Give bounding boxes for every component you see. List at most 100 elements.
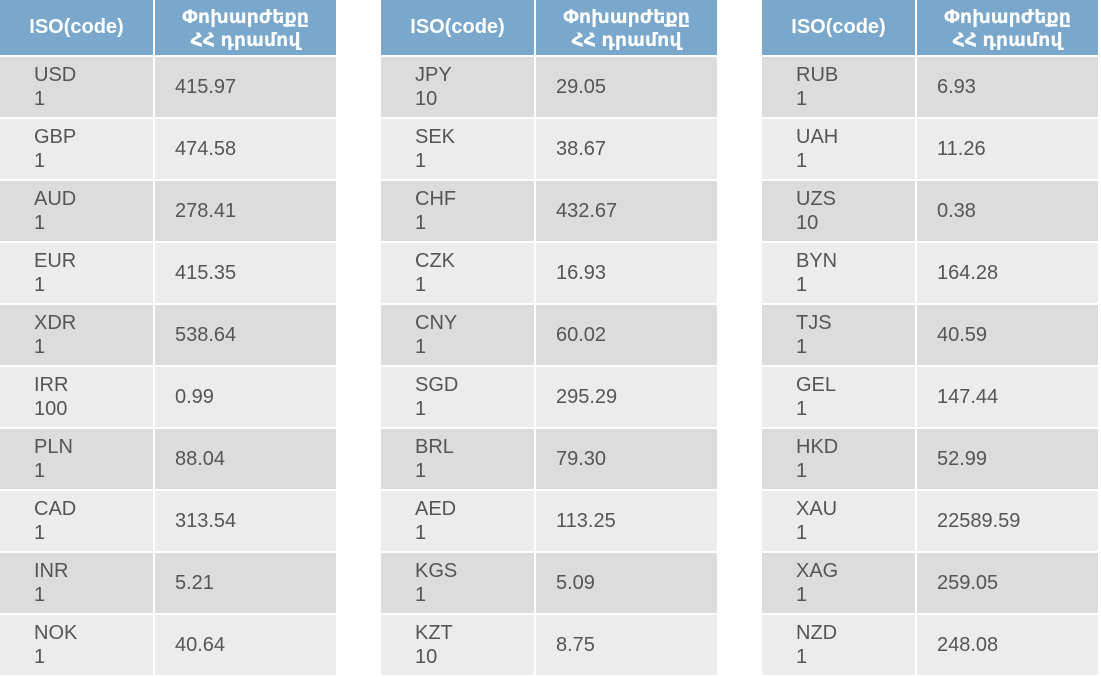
exchange-rate-cell: 113.25 [535, 490, 719, 553]
exchange-rate-cell: 8.75 [535, 614, 719, 677]
currency-code-cell: SEK 1 [381, 118, 536, 181]
currency-code: GEL [796, 374, 837, 396]
exchange-rate-cell: 538.64 [154, 304, 338, 367]
table-row: NZD 1 248.08 [762, 614, 1100, 677]
iso-code-header: ISO(code) [381, 0, 536, 57]
currency-code: SGD [415, 374, 459, 396]
currency-code-cell: AED 1 [381, 490, 536, 553]
exchange-rate-cell: 22589.59 [916, 490, 1100, 553]
currency-code: BYN [796, 250, 838, 272]
table-header-row: ISO(code) Փոխարժեքը ՀՀ դրամով [0, 0, 338, 57]
table-row: KGS 1 5.09 [381, 552, 719, 615]
currency-code-cell: INR 1 [0, 552, 155, 615]
currency-code: IRR [34, 374, 69, 396]
currency-unit: 10 [415, 88, 438, 110]
table-row: IRR 100 0.99 [0, 366, 338, 429]
currency-code-cell: AUD 1 [0, 180, 155, 243]
exchange-rate-cell: 295.29 [535, 366, 719, 429]
currency-code-cell: CZK 1 [381, 242, 536, 305]
currency-code-cell: UZS 10 [762, 180, 917, 243]
currency-code: EUR [34, 250, 77, 272]
currency-code: RUB [796, 64, 839, 86]
rate-header: Փոխարժեքը ՀՀ դրամով [916, 0, 1100, 57]
currency-unit: 1 [796, 274, 808, 296]
rate-header-line2: ՀՀ դրամով [952, 29, 1063, 51]
table-header-row: ISO(code) Փոխարժեքը ՀՀ դրամով [381, 0, 719, 57]
currency-unit: 1 [415, 584, 427, 606]
exchange-rate-cell: 40.64 [154, 614, 338, 677]
table-row: UZS 10 0.38 [762, 180, 1100, 243]
exchange-rate-cell: 164.28 [916, 242, 1100, 305]
exchange-rate-cell: 474.58 [154, 118, 338, 181]
table-row: KZT 10 8.75 [381, 614, 719, 677]
table-row: GEL 1 147.44 [762, 366, 1100, 429]
currency-code: CHF [415, 188, 457, 210]
table-row: AUD 1 278.41 [0, 180, 338, 243]
currency-code: NOK [34, 622, 78, 644]
currency-code: TJS [796, 312, 832, 334]
currency-code: XDR [34, 312, 77, 334]
currency-code-cell: CAD 1 [0, 490, 155, 553]
exchange-rate-cell: 259.05 [916, 552, 1100, 615]
exchange-rate-cell: 432.67 [535, 180, 719, 243]
exchange-rate-cell: 11.26 [916, 118, 1100, 181]
rate-header-line2: ՀՀ դրամով [571, 29, 682, 51]
currency-code-cell: BRL 1 [381, 428, 536, 491]
currency-table-2: ISO(code) Փոխարժեքը ՀՀ դրամով JPY 10 29.05… [381, 0, 719, 677]
currency-unit: 1 [415, 212, 427, 234]
currency-unit: 1 [34, 212, 46, 234]
currency-code: SEK [415, 126, 456, 148]
currency-code: HKD [796, 436, 839, 458]
currency-table-3: ISO(code) Փոխարժեքը ՀՀ դրամով RUB 1 6.93 UA… [762, 0, 1100, 677]
currency-code-cell: GEL 1 [762, 366, 917, 429]
exchange-rate-cell: 29.05 [535, 56, 719, 119]
currency-unit: 1 [796, 460, 808, 482]
table-row: BYN 1 164.28 [762, 242, 1100, 305]
iso-code-header: ISO(code) [762, 0, 917, 57]
rate-header-line2: ՀՀ դրամով [190, 29, 301, 51]
table-row: INR 1 5.21 [0, 552, 338, 615]
currency-unit: 1 [415, 274, 427, 296]
currency-code: INR [34, 560, 69, 582]
currency-code: PLN [34, 436, 73, 458]
currency-code: XAU [796, 498, 838, 520]
table-row: EUR 1 415.35 [0, 242, 338, 305]
currency-unit: 1 [415, 336, 427, 358]
exchange-rate-cell: 16.93 [535, 242, 719, 305]
currency-unit: 1 [34, 646, 46, 668]
rate-header: Փոխարժեքը ՀՀ դրամով [535, 0, 719, 57]
rate-header-line1: Փոխարժեքը [563, 6, 690, 28]
currency-unit: 1 [415, 150, 427, 172]
currency-unit: 1 [796, 584, 808, 606]
currency-code: KGS [415, 560, 458, 582]
table-row: CZK 1 16.93 [381, 242, 719, 305]
rate-header-line1: Փոխարժեքը [944, 6, 1071, 28]
currency-code-cell: GBP 1 [0, 118, 155, 181]
currency-code: JPY [415, 64, 452, 86]
exchange-rate-cell: 5.09 [535, 552, 719, 615]
currency-unit: 1 [796, 150, 808, 172]
currency-table-1: ISO(code) Փոխարժեքը ՀՀ դրամով USD 1 415.97… [0, 0, 338, 677]
exchange-rate-cell: 88.04 [154, 428, 338, 491]
currency-unit: 1 [415, 522, 427, 544]
exchange-rate-cell: 40.59 [916, 304, 1100, 367]
table-row: SGD 1 295.29 [381, 366, 719, 429]
currency-code: NZD [796, 622, 838, 644]
exchange-rate-cell: 415.35 [154, 242, 338, 305]
exchange-rate-cell: 60.02 [535, 304, 719, 367]
currency-code-cell: NOK 1 [0, 614, 155, 677]
currency-code-cell: UAH 1 [762, 118, 917, 181]
currency-unit: 1 [415, 460, 427, 482]
currency-unit: 1 [415, 398, 427, 420]
currency-code-cell: XAU 1 [762, 490, 917, 553]
table-row: XAG 1 259.05 [762, 552, 1100, 615]
currency-code-cell: JPY 10 [381, 56, 536, 119]
currency-unit: 1 [796, 398, 808, 420]
table-row: JPY 10 29.05 [381, 56, 719, 119]
currency-code: XAG [796, 560, 839, 582]
table-row: SEK 1 38.67 [381, 118, 719, 181]
rate-header-line1: Փոխարժեքը [182, 6, 309, 28]
currency-unit: 10 [415, 646, 438, 668]
table-row: UAH 1 11.26 [762, 118, 1100, 181]
exchange-rate-cell: 0.99 [154, 366, 338, 429]
